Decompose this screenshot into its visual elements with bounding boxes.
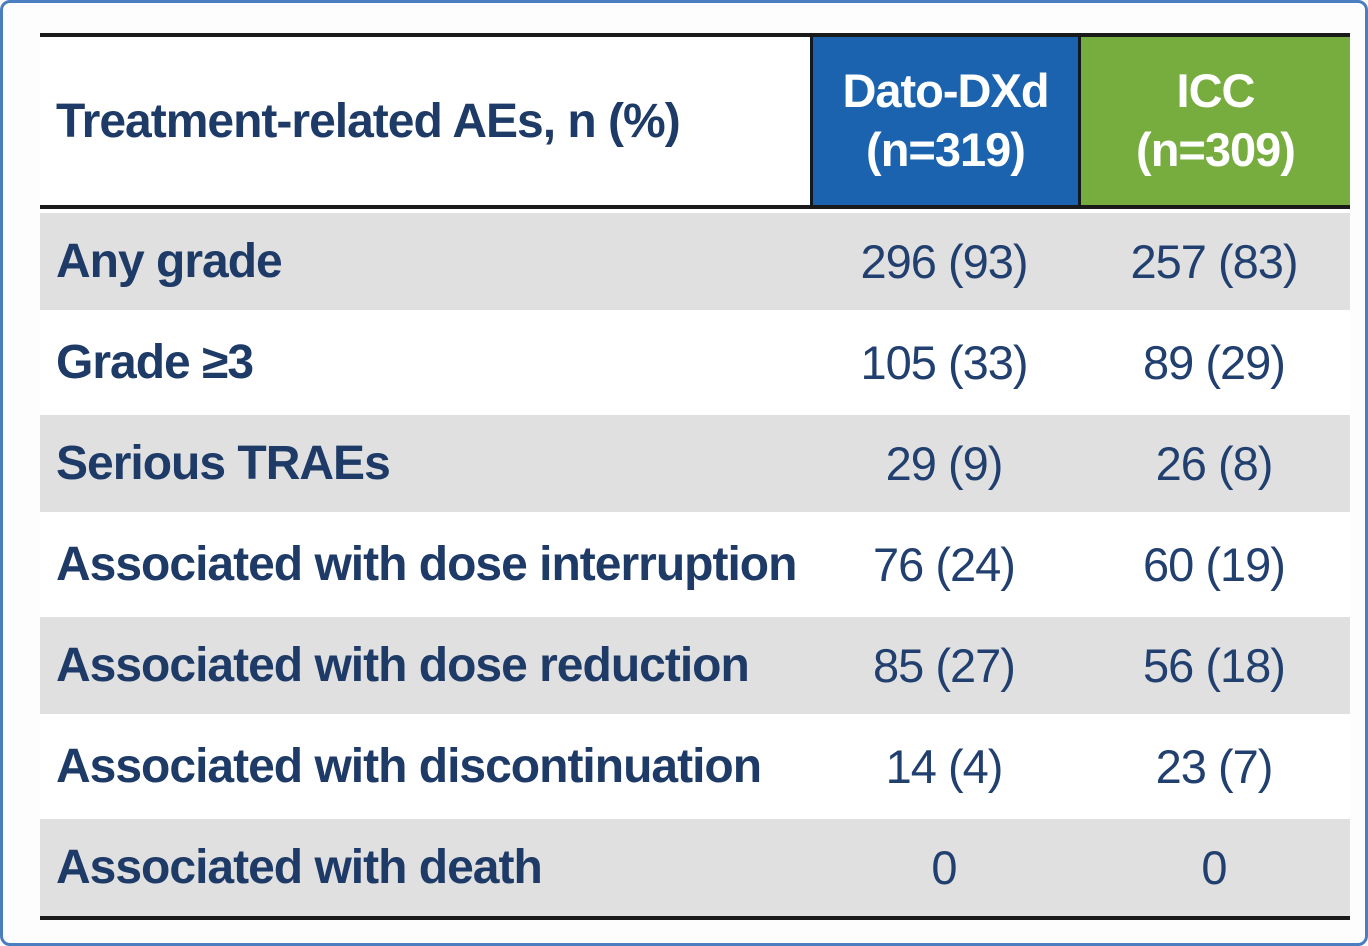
dato-value: 0 xyxy=(931,841,957,894)
dato-value: 105 (33) xyxy=(860,336,1028,389)
icc-value: 23 (7) xyxy=(1155,740,1274,793)
icc-column-label: ICC xyxy=(1176,64,1256,118)
icc-value: 60 (19) xyxy=(1143,538,1286,591)
table-row: Associated with discontinuation 14 (4) 2… xyxy=(40,714,1350,815)
dato-column-label: Dato-DXd xyxy=(842,64,1049,118)
table-title: Treatment-related AEs, n (%) xyxy=(40,37,810,205)
dato-value: 76 (24) xyxy=(873,538,1016,591)
icc-value: 89 (29) xyxy=(1143,336,1286,389)
table-row: Any grade 296 (93) 257 (83) xyxy=(40,209,1350,310)
dato-column-n: (n=319) xyxy=(866,123,1026,176)
row-label: Serious TRAEs xyxy=(56,437,391,490)
dato-value: 296 (93) xyxy=(860,235,1028,288)
row-label: Associated with dose reduction xyxy=(56,639,750,692)
row-label: Any grade xyxy=(56,235,283,288)
dato-value: 85 (27) xyxy=(873,639,1016,692)
header-cell-dato: Dato-DXd (n=319) xyxy=(810,37,1078,205)
table-body: Any grade 296 (93) 257 (83) Grade ≥3 105… xyxy=(40,209,1350,916)
icc-value: 56 (18) xyxy=(1143,639,1286,692)
row-label: Associated with death xyxy=(56,841,543,894)
row-label: Associated with dose interruption xyxy=(56,538,797,591)
icc-value: 257 (83) xyxy=(1130,235,1298,288)
table-row: Associated with death 0 0 xyxy=(40,815,1350,916)
icc-value: 0 xyxy=(1201,841,1227,894)
adverse-events-table: Treatment-related AEs, n (%) Dato-DXd (n… xyxy=(40,33,1350,920)
table-row: Grade ≥3 105 (33) 89 (29) xyxy=(40,310,1350,411)
header-cell-icc: ICC (n=309) xyxy=(1078,37,1350,205)
dato-value: 14 (4) xyxy=(885,740,1004,793)
table-row: Serious TRAEs 29 (9) 26 (8) xyxy=(40,411,1350,512)
table-row: Associated with dose interruption 76 (24… xyxy=(40,512,1350,613)
dato-value: 29 (9) xyxy=(885,437,1004,490)
row-label: Grade ≥3 xyxy=(56,336,254,389)
icc-value: 26 (8) xyxy=(1155,437,1274,490)
icc-column-n: (n=309) xyxy=(1136,123,1296,176)
table-header-row: Treatment-related AEs, n (%) Dato-DXd (n… xyxy=(40,37,1350,209)
row-label: Associated with discontinuation xyxy=(56,740,762,793)
table-row: Associated with dose reduction 85 (27) 5… xyxy=(40,613,1350,714)
